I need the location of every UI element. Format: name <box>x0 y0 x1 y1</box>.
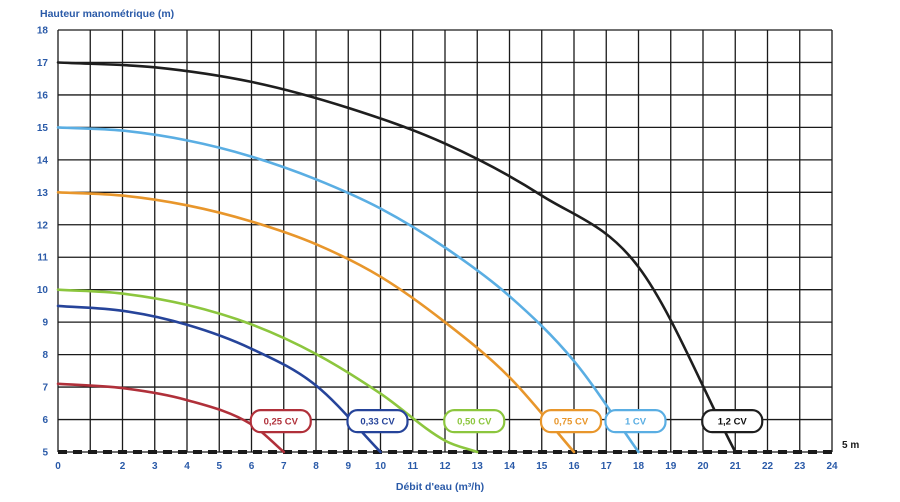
x-tick-label: 8 <box>313 461 319 472</box>
y-axis-title: Hauteur manométrique (m) <box>40 8 174 20</box>
x-tick-label: 18 <box>633 461 645 472</box>
series-badge-label: 0,25 CV <box>264 417 299 428</box>
series-badge-label: 1 CV <box>625 417 647 428</box>
x-tick-label: 17 <box>601 461 613 472</box>
y-tick-label: 8 <box>42 350 48 361</box>
series-badge-box <box>346 409 409 434</box>
series-badge: 0,50 CV <box>443 409 506 434</box>
x-tick-label: 24 <box>826 461 838 472</box>
x-tick-label: 3 <box>152 461 158 472</box>
curve-0-75-cv <box>56 191 576 454</box>
series-badge-box <box>701 409 764 434</box>
x-tick-label: 21 <box>730 461 742 472</box>
x-tick-label: 13 <box>472 461 484 472</box>
x-tick-label: 9 <box>345 461 351 472</box>
series-badge-box <box>443 409 506 434</box>
series-badge: 1 CV <box>604 409 667 434</box>
x-tick-label: 10 <box>375 461 387 472</box>
series-badge-box <box>604 409 667 434</box>
x-tick-label: 2 <box>120 461 126 472</box>
y-tick-label: 17 <box>37 58 49 69</box>
series-badge: 0,25 CV <box>249 409 312 434</box>
curves <box>56 61 737 454</box>
x-tick-label: 19 <box>665 461 677 472</box>
curve-0-33-cv <box>56 304 382 454</box>
x-tick-label: 22 <box>762 461 774 472</box>
x-tick-label: 4 <box>184 461 190 472</box>
reference-line-group: 5 m <box>58 440 859 454</box>
y-tick-label: 10 <box>37 285 49 296</box>
reference-line-label: 5 m <box>842 440 859 451</box>
tick-labels: 0 2 3 4 5 6 7 8 9 10 11 12 13 14 15 16 17 18 19 20 21 22 23 245… <box>37 26 838 473</box>
y-tick-label: 5 <box>42 448 48 459</box>
y-tick-label: 13 <box>37 188 49 199</box>
y-tick-label: 16 <box>37 90 49 101</box>
y-tick-label: 6 <box>42 415 48 426</box>
x-tick-label: 11 <box>407 461 418 472</box>
y-tick-label: 9 <box>42 318 48 329</box>
x-tick-label: 23 <box>794 461 806 472</box>
series-badge-label: 1,2 CV <box>718 417 748 428</box>
x-tick-label: 20 <box>697 461 709 472</box>
x-tick-label: 6 <box>249 461 255 472</box>
x-tick-label: 15 <box>536 461 548 472</box>
curve-1-cv <box>56 126 640 454</box>
x-tick-label: 12 <box>439 461 451 472</box>
y-tick-label: 18 <box>37 26 49 37</box>
series-badge-box <box>249 409 312 434</box>
x-tick-label: 7 <box>281 461 287 472</box>
y-tick-label: 7 <box>42 383 48 394</box>
x-tick-label: 16 <box>568 461 580 472</box>
x-tick-label: 14 <box>504 461 516 472</box>
series-badge-label: 0,50 CV <box>457 417 492 428</box>
series-badge-label: 0,75 CV <box>554 417 589 428</box>
series-badge-box <box>539 409 603 434</box>
y-tick-label: 12 <box>37 220 49 231</box>
curve-0-50-cv <box>56 288 479 454</box>
curve-1-2-cv <box>56 61 737 454</box>
x-axis-title: Débit d'eau (m³/h) <box>396 481 484 493</box>
x-tick-label: 5 <box>216 461 222 472</box>
series-badge: 1,2 CV <box>701 409 764 434</box>
series-badge: 0,75 CV <box>539 409 603 434</box>
y-tick-label: 14 <box>37 155 49 166</box>
series-badge-label: 0,33 CV <box>360 417 395 428</box>
x-tick-label: 0 <box>55 461 61 472</box>
series-labels: 0,25 CV 0,33 CV 0,50 CV 0,75 CV 1 CV 1,2 CV <box>249 409 764 434</box>
y-tick-label: 11 <box>37 253 48 264</box>
series-badge: 0,33 CV <box>346 409 409 434</box>
y-tick-label: 15 <box>37 123 49 134</box>
